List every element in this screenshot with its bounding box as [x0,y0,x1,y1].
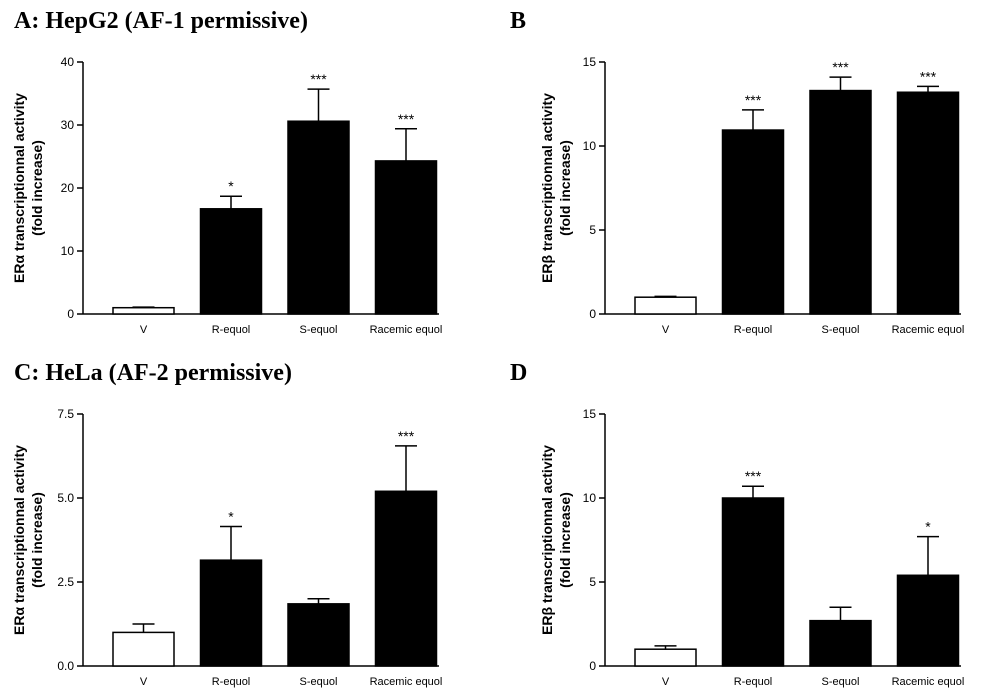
x-category-label: R-equol [734,324,773,336]
bar [721,497,785,667]
significance-label: * [925,519,931,535]
y-axis-label-line-1: ERβ transcriptionnal activity [539,445,555,635]
significance-label: *** [745,92,762,108]
significance-label: *** [398,428,415,444]
y-tick-label: 0 [589,659,596,673]
significance-label: *** [310,71,327,87]
y-axis-label: ERβ transcriptionnal activity (fold incre… [539,445,573,635]
x-category-label: Racemic equol [892,324,965,336]
y-tick-label: 0 [589,307,596,321]
bar [896,574,960,667]
bar [896,91,960,315]
panel-a-title: A: HepG2 (AF-1 permissive) [14,8,308,34]
y-tick-label: 0 [67,307,74,321]
bar [287,120,350,315]
bar [634,296,697,315]
bar [287,603,350,667]
y-tick-label: 10 [583,139,597,153]
significance-label: * [228,509,234,525]
bar [199,559,263,667]
y-tick-label: 15 [583,407,597,421]
y-tick-label: 10 [61,244,75,258]
significance-label: *** [745,468,762,484]
y-axis-label-line-1: ERα transcriptionnal activity [11,445,27,635]
y-tick-label: 5 [589,575,596,589]
bar [721,129,785,315]
bar [809,89,872,315]
x-category-label: V [140,324,148,336]
x-category-label: S-equol [822,324,860,336]
panel-c-chart: ERα transcriptionnal activity (fold incre… [11,407,442,688]
x-category-label: V [662,676,670,688]
y-tick-label: 20 [61,181,75,195]
y-tick-label: 10 [583,491,597,505]
y-tick-label: 7.5 [57,407,74,421]
x-category-label: V [662,324,670,336]
y-axis-label-line-2: (fold increase) [29,492,45,588]
panel-a-chart: ERα transcriptionnal activity (fold incre… [11,55,442,336]
y-axis-label-line-2: (fold increase) [557,140,573,236]
bar [199,208,263,315]
y-axis-label: ERα transcriptionnal activity (fold incre… [11,445,45,635]
y-axis-label: ERβ transcriptionnal activity (fold incre… [539,93,573,283]
x-category-label: Racemic equol [370,324,443,336]
bar [112,631,175,667]
x-category-label: Racemic equol [370,676,443,688]
y-tick-label: 2.5 [57,575,74,589]
y-axis-label-line-1: ERβ transcriptionnal activity [539,93,555,283]
significance-label: *** [920,68,937,84]
y-tick-label: 15 [583,55,597,69]
bar [112,306,175,315]
x-category-label: Racemic equol [892,676,965,688]
y-axis-label-line-2: (fold increase) [557,492,573,588]
y-tick-label: 5 [589,223,596,237]
bar [809,619,872,667]
y-tick-label: 5.0 [57,491,74,505]
significance-label: * [228,178,234,194]
significance-label: *** [832,59,849,75]
bar [374,160,438,315]
y-tick-label: 40 [61,55,75,69]
panel-b-chart: ERβ transcriptionnal activity (fold incre… [539,55,964,336]
x-category-label: R-equol [212,676,251,688]
x-category-label: S-equol [822,676,860,688]
y-axis-label: ERα transcriptionnal activity (fold incre… [11,93,45,283]
y-axis-label-line-1: ERα transcriptionnal activity [11,93,27,283]
x-category-label: R-equol [212,324,251,336]
y-axis-label-line-2: (fold increase) [29,140,45,236]
panel-c-title: C: HeLa (AF-2 permissive) [14,360,292,386]
bar [634,648,697,667]
significance-label: *** [398,111,415,127]
y-tick-label: 0.0 [57,659,74,673]
bar [374,490,438,667]
panel-b-title: B [510,8,526,34]
x-category-label: S-equol [300,676,338,688]
x-category-label: S-equol [300,324,338,336]
panel-d-title: D [510,360,527,386]
x-category-label: R-equol [734,676,773,688]
x-category-label: V [140,676,148,688]
panel-d-chart: ERβ transcriptionnal activity (fold incre… [539,407,964,688]
y-tick-label: 30 [61,118,75,132]
